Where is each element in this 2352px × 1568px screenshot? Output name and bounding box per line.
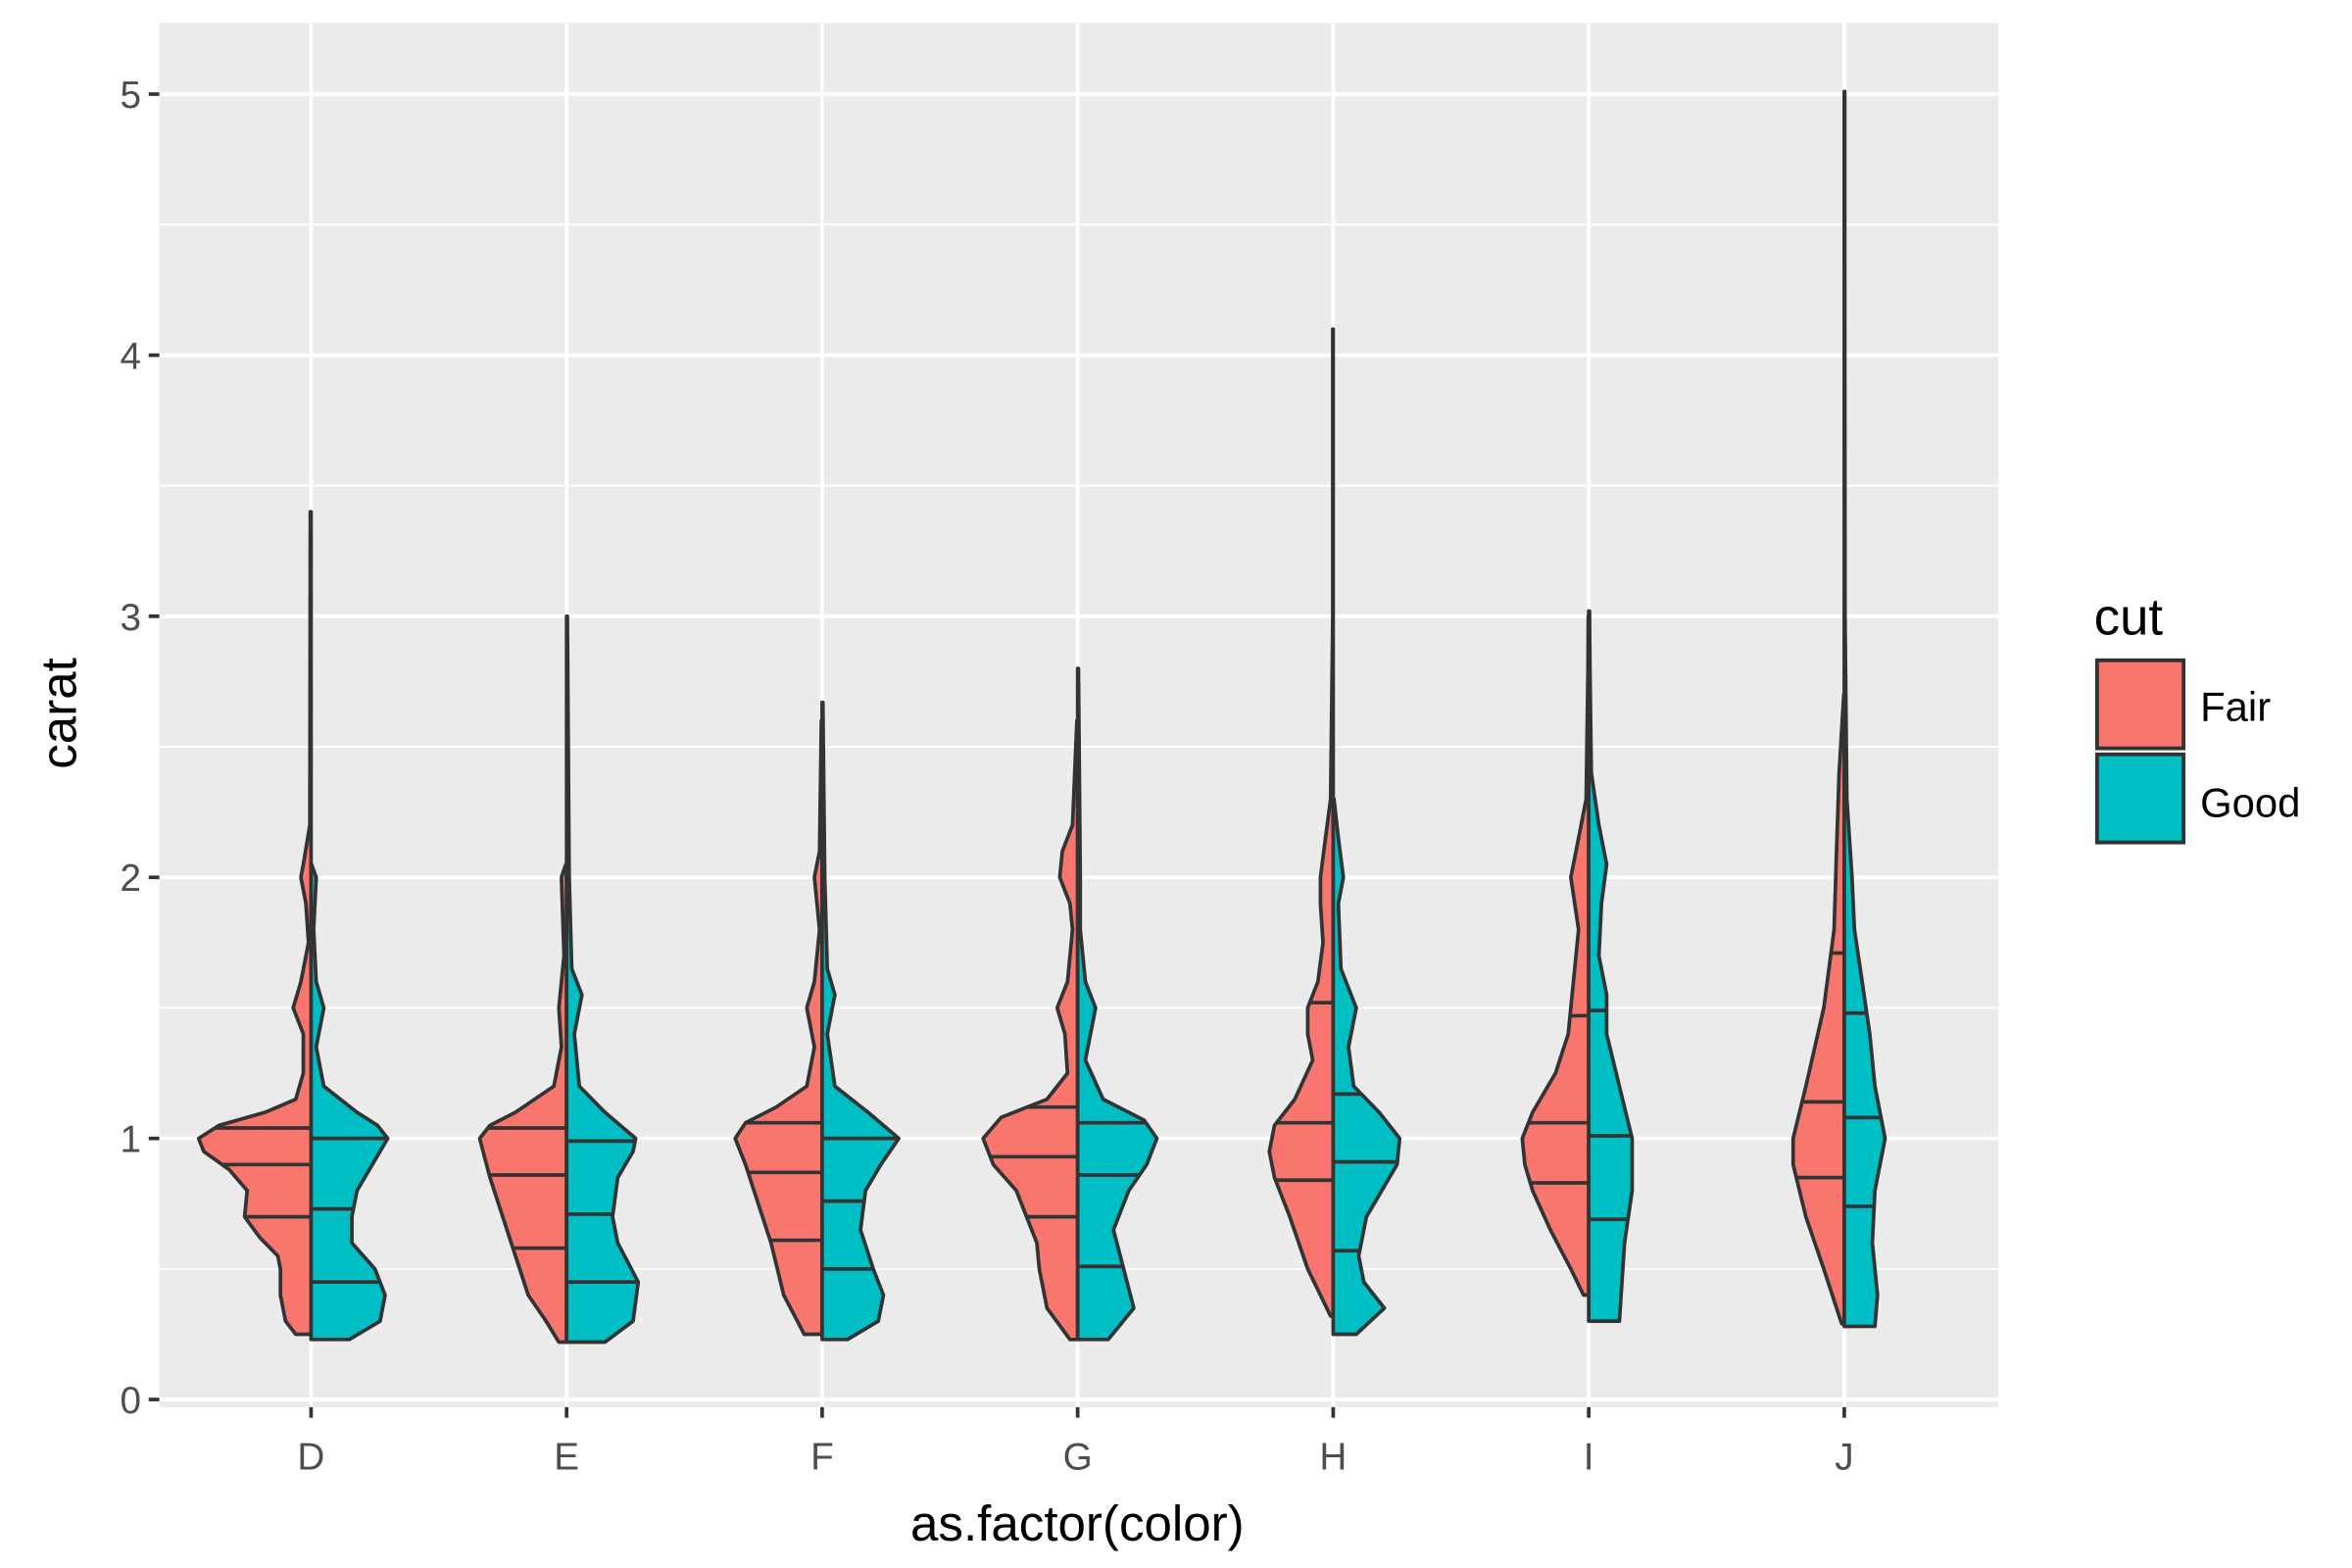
x-axis-title: as.factor(color) bbox=[910, 1495, 1245, 1551]
violin-half-fair bbox=[981, 718, 1080, 1342]
violin-half-fair bbox=[1267, 326, 1336, 1318]
y-tick-label: 3 bbox=[120, 597, 141, 639]
y-tick-label: 1 bbox=[120, 1119, 141, 1161]
x-tick-label: F bbox=[810, 1436, 834, 1478]
y-tick-label: 5 bbox=[120, 74, 141, 117]
x-tick-label: J bbox=[1835, 1436, 1853, 1478]
violins bbox=[196, 89, 1887, 1345]
violin-half-good bbox=[1075, 666, 1159, 1342]
legend-label-good: Good bbox=[2200, 779, 2300, 825]
violin-half-fair bbox=[477, 862, 569, 1345]
violin-H-fair bbox=[1267, 326, 1336, 1318]
violin-E-good bbox=[564, 613, 641, 1345]
violin-G-fair bbox=[981, 718, 1080, 1342]
axes: 0 1 2 3 4 5 D E F G H I J bbox=[120, 74, 1853, 1478]
violin-F-good bbox=[820, 700, 901, 1342]
violin-half-good bbox=[1331, 797, 1402, 1337]
x-tick-label: D bbox=[297, 1436, 324, 1478]
legend-title: cut bbox=[2094, 588, 2164, 646]
violin-half-good bbox=[564, 613, 641, 1345]
x-tick-label: G bbox=[1063, 1436, 1093, 1478]
x-tick-label: I bbox=[1584, 1436, 1594, 1478]
violin-D-fair bbox=[196, 510, 314, 1337]
violin-J-good bbox=[1842, 89, 1887, 1329]
violin-half-good bbox=[1587, 609, 1635, 1324]
y-axis-title: carat bbox=[30, 658, 86, 769]
legend: cut Fair Good bbox=[2094, 588, 2300, 845]
violin-half-good bbox=[1842, 89, 1887, 1329]
legend-key-fair bbox=[2094, 658, 2186, 751]
violin-E-fair bbox=[477, 862, 569, 1345]
violin-H-good bbox=[1331, 797, 1402, 1337]
legend-key-good bbox=[2094, 752, 2186, 845]
y-tick-label: 4 bbox=[120, 335, 141, 377]
y-tick-label: 0 bbox=[120, 1380, 141, 1422]
violin-half-good bbox=[309, 862, 390, 1342]
x-tick-label: H bbox=[1319, 1436, 1347, 1478]
violin-half-fair bbox=[733, 718, 824, 1337]
legend-label-fair: Fair bbox=[2200, 684, 2271, 730]
violin-I-good bbox=[1587, 609, 1635, 1324]
y-tick-label: 2 bbox=[120, 858, 141, 900]
violin-G-good bbox=[1075, 666, 1159, 1342]
violin-half-good bbox=[820, 700, 901, 1342]
violin-F-fair bbox=[733, 718, 824, 1337]
x-tick-label: E bbox=[554, 1436, 579, 1478]
violin-D-good bbox=[309, 862, 390, 1342]
